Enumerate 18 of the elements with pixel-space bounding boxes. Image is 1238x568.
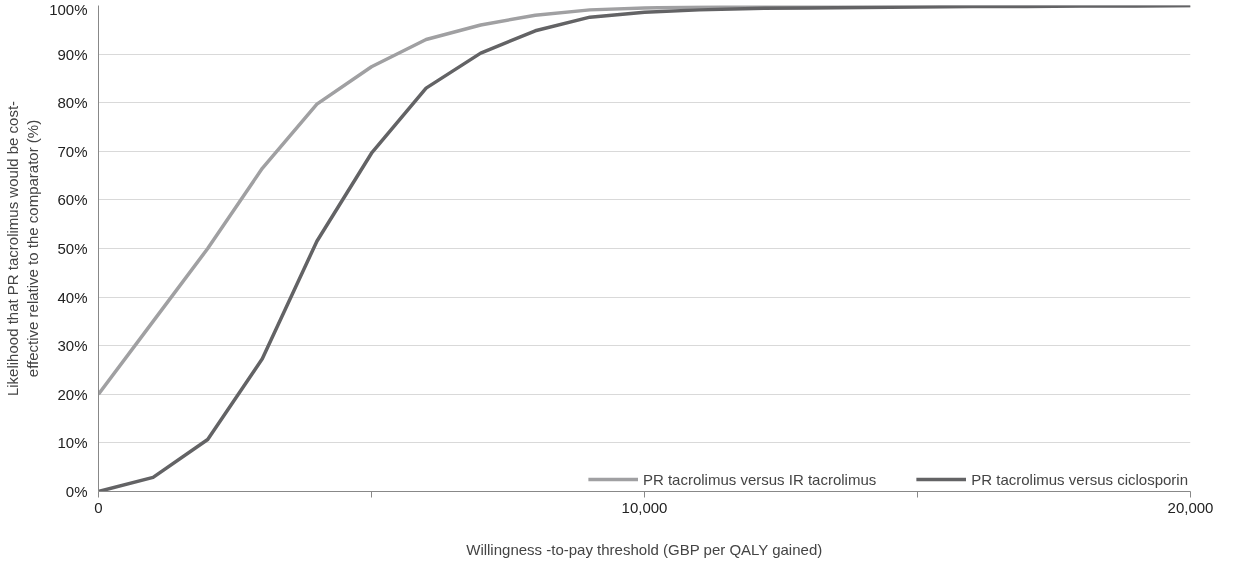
y-tick-label: 0%	[65, 483, 88, 500]
y-axis-title: Likelihood that PR tacrolimus would be cost- effective relative to the comparator (%)	[3, 100, 42, 397]
y-tick-label: 60%	[57, 191, 88, 209]
x-tick-label: 20,000	[1167, 498, 1214, 516]
y-tick-label: 70%	[57, 142, 88, 160]
y-tick-label: 30%	[57, 337, 88, 355]
y-tick-label: 50%	[57, 240, 88, 257]
x-axis-title: Willingness -to-pay threshold (GBP per QALY gained)	[466, 540, 823, 558]
y-tick-label: 80%	[57, 94, 88, 112]
y-tick-label: 40%	[57, 288, 88, 306]
legend-label: PR tacrolimus versus ciclosporin	[971, 470, 1188, 488]
x-tick-label: 0	[94, 498, 103, 516]
y-tick-label: 20%	[57, 385, 88, 403]
y-tick-label: 10%	[57, 434, 88, 452]
legend-label: PR tacrolimus versus IR tacrolimus	[642, 470, 877, 488]
x-tick-label: 10,000	[621, 498, 668, 516]
y-tick-label: 90%	[57, 45, 88, 63]
y-tick-label: 100%	[49, 0, 88, 18]
